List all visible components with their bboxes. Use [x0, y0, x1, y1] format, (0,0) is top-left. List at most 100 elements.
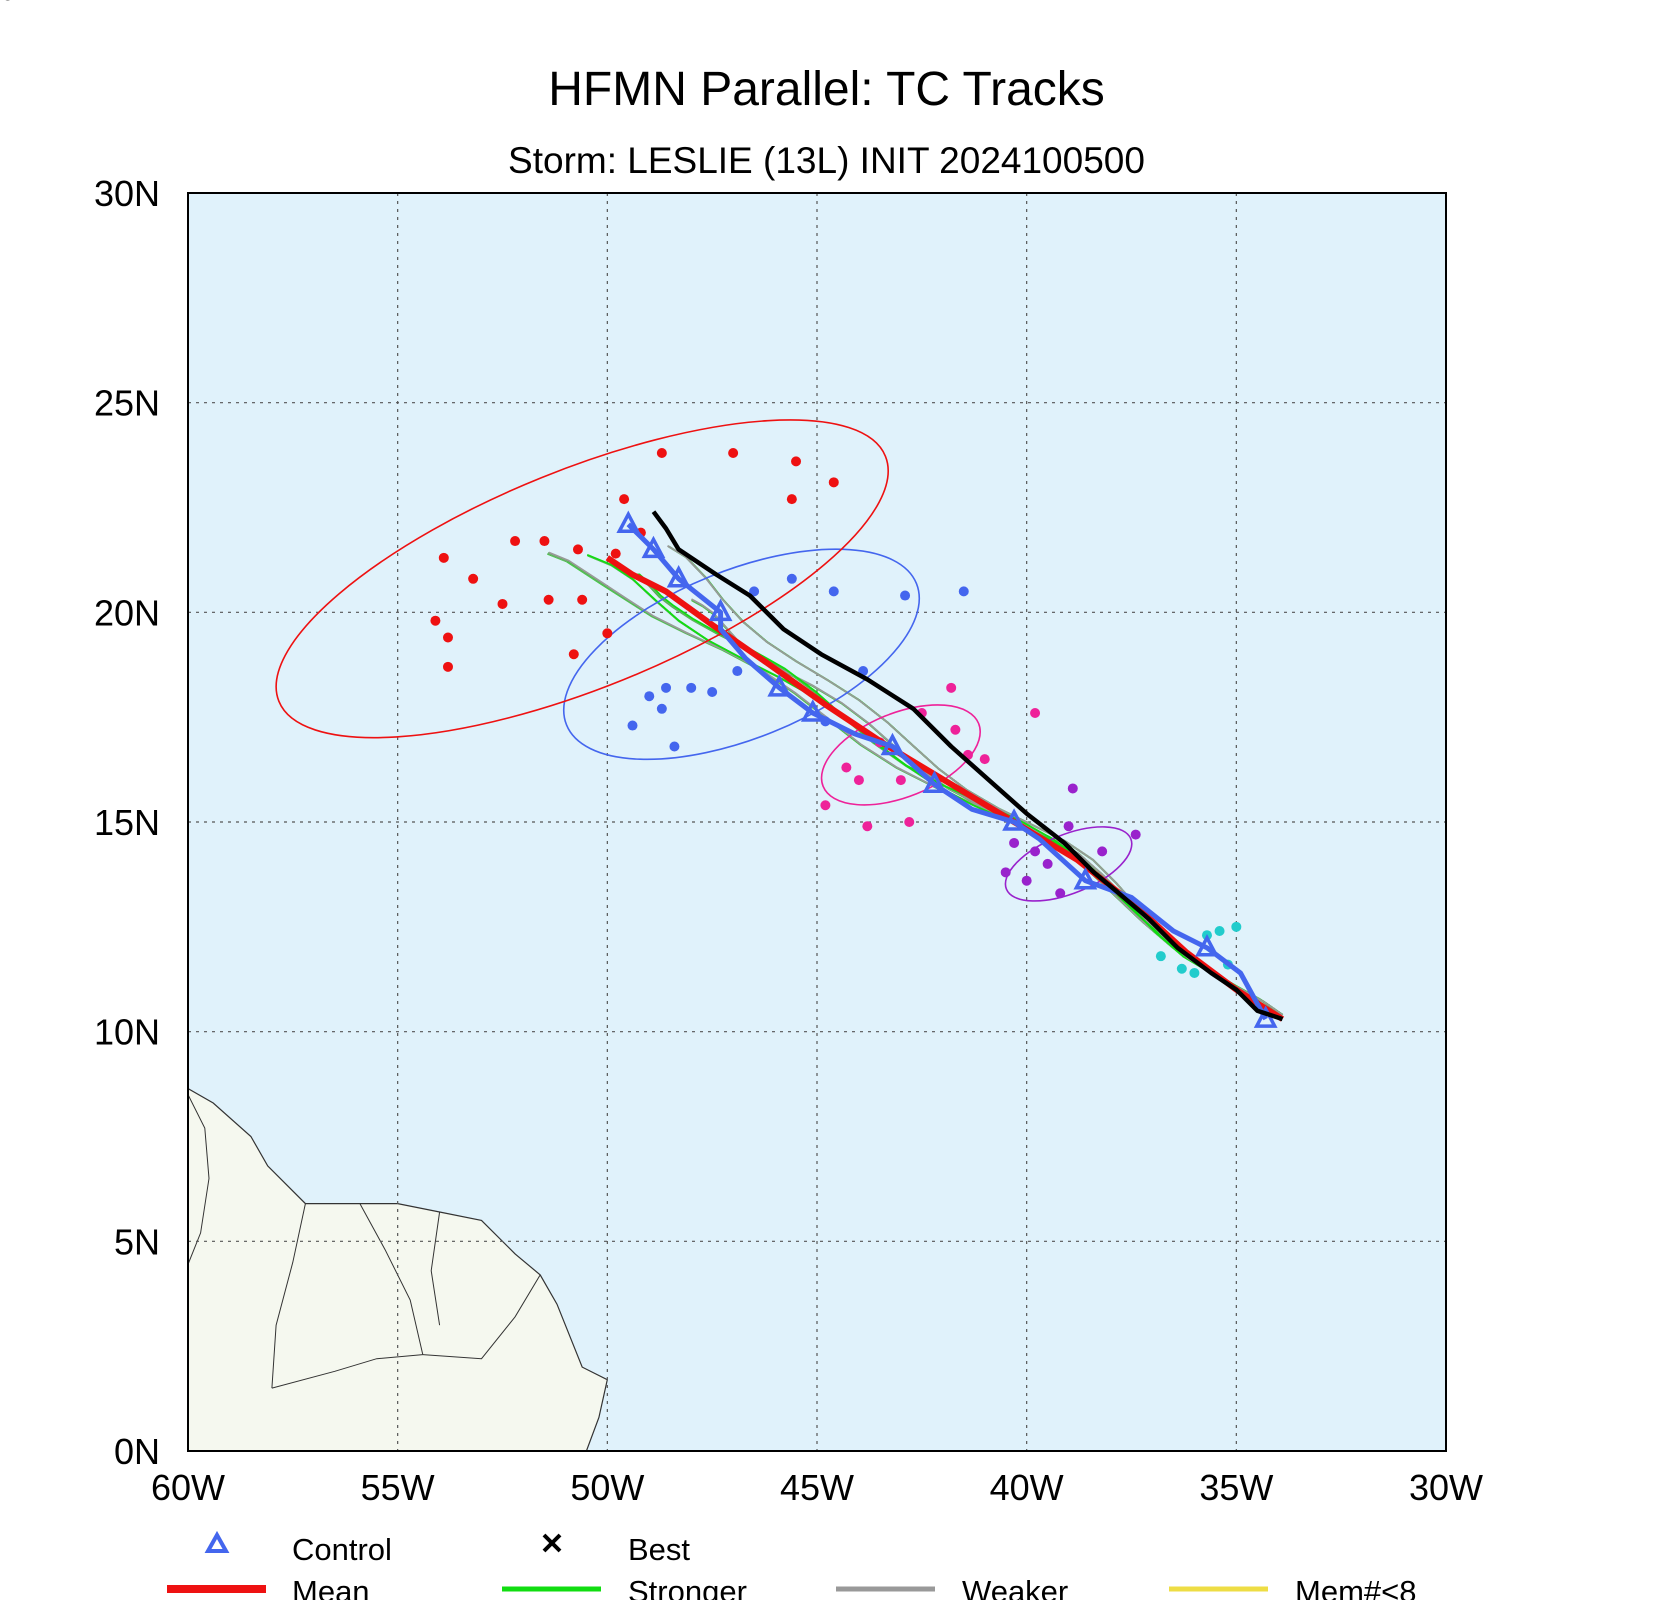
member-point-day5 [610, 548, 621, 559]
member-point-day3 [979, 754, 990, 765]
member-point-day5 [539, 536, 550, 547]
member-point-day5 [619, 494, 630, 505]
control-marker [1253, 1005, 1278, 1028]
member-point-day3 [862, 821, 873, 832]
member-point-day2 [1009, 837, 1020, 848]
control-marker [880, 732, 905, 756]
chart-subtitle: Storm: LESLIE (13L) INIT 2024100500 [508, 140, 1145, 181]
member-point-day2 [1000, 867, 1011, 878]
member-point-day1 [1176, 963, 1187, 974]
y-tick-label: 20N [94, 592, 160, 633]
best-day-label: 2 [0, 0, 16, 6]
member-point-day4 [900, 590, 911, 601]
y-tick-label: 0N [114, 1431, 160, 1472]
control-marker [641, 535, 666, 559]
member-point-day5 [438, 552, 449, 563]
best-track-line [651, 510, 1284, 1022]
legend-small-members-label: Mem#<8 [1295, 1574, 1416, 1600]
member-point-day4 [732, 666, 743, 677]
legend-control-label: Control [292, 1532, 392, 1567]
member-point-day5 [791, 456, 802, 467]
x-tick-label: 55W [361, 1467, 435, 1508]
y-tick-label: 10N [94, 1012, 160, 1053]
control-track [616, 510, 1278, 1028]
member-point-day2 [1030, 846, 1041, 857]
best-day-label: 3 [0, 0, 16, 6]
member-point-day3 [853, 775, 864, 786]
member-point-day4 [707, 687, 718, 698]
legend-mean-label: Mean [292, 1574, 370, 1600]
best-legend-icon-stroke [542, 1533, 562, 1553]
mean-track [605, 555, 1285, 1022]
control-marker [1073, 866, 1098, 890]
member-point-day4 [644, 691, 655, 702]
member-point-day1 [1189, 967, 1200, 978]
y-axis-ticks: 0N 5N 10N 15N 20N 25N 30N [94, 173, 160, 1472]
country-border [188, 1093, 210, 1266]
x-tick-label: 50W [570, 1467, 644, 1508]
control-marker [767, 674, 792, 697]
plot-frame [187, 192, 1447, 1452]
member-point-day5 [577, 594, 588, 605]
member-point-day3 [950, 724, 961, 735]
member-point-day4 [661, 682, 672, 693]
control-marker [800, 699, 825, 722]
uncertainty-ellipses [275, 419, 1133, 902]
member-point-day5 [468, 573, 479, 584]
best-track: 12345 [0, 0, 1284, 1022]
x-tick-label: 60W [151, 1467, 225, 1508]
control-marker [922, 770, 947, 794]
member-point-day5 [442, 632, 453, 643]
legend: Control Best Mean Stronger Weaker Mem#<8 [167, 1530, 1416, 1600]
best-day-label: 4 [0, 0, 16, 6]
control-track-line [626, 522, 1268, 1021]
y-tick-label: 25N [94, 383, 160, 424]
x-tick-label: 45W [780, 1467, 854, 1508]
member-point-day5 [510, 536, 521, 547]
member-point-day3 [895, 775, 906, 786]
member-point-day2 [1130, 829, 1141, 840]
country-border [422, 1274, 541, 1360]
country-border [430, 1211, 441, 1326]
control-marker [1002, 808, 1026, 831]
member-point-day1 [1155, 951, 1166, 962]
control-marker [1195, 934, 1219, 957]
member-point-day5 [442, 661, 453, 672]
country-border [271, 1354, 423, 1389]
member-point-day1 [1214, 926, 1225, 937]
member-point-day4 [958, 586, 969, 597]
chart-title: HFMN Parallel: TC Tracks [548, 63, 1105, 116]
uncertainty-ellipse-day3 [820, 704, 982, 806]
control-legend-icon [204, 1530, 230, 1553]
member-point-day5 [728, 447, 739, 458]
land-layer [188, 1087, 608, 1451]
best-day-label: 5 [0, 0, 16, 6]
x-tick-label: 30W [1409, 1467, 1483, 1508]
member-point-day4 [686, 682, 697, 693]
member-point-day2 [1021, 875, 1032, 886]
member-point-day5 [543, 594, 554, 605]
member-point-day5 [656, 447, 667, 458]
member-point-day4 [749, 586, 760, 597]
y-tick-label: 30N [94, 173, 160, 214]
legend-weaker-label: Weaker [962, 1574, 1068, 1600]
member-point-day2 [1042, 858, 1053, 869]
member-point-day3 [820, 800, 831, 811]
member-day-points [430, 447, 1242, 978]
legend-best-label: Best [628, 1532, 690, 1567]
control-marker [616, 510, 641, 534]
member-point-day3 [946, 682, 957, 693]
member-point-day1 [1231, 921, 1242, 932]
member-point-day5 [602, 628, 613, 639]
member-point-day4 [627, 720, 638, 731]
member-point-day4 [828, 586, 839, 597]
best-day-label: 1 [0, 0, 16, 6]
x-tick-label: 35W [1199, 1467, 1273, 1508]
member-point-day2 [1063, 821, 1074, 832]
member-point-day3 [904, 817, 915, 827]
member-point-day3 [841, 762, 852, 773]
mean-track-line [605, 555, 1285, 1022]
uncertainty-ellipse-day4 [562, 548, 921, 761]
member-point-day4 [669, 741, 680, 752]
